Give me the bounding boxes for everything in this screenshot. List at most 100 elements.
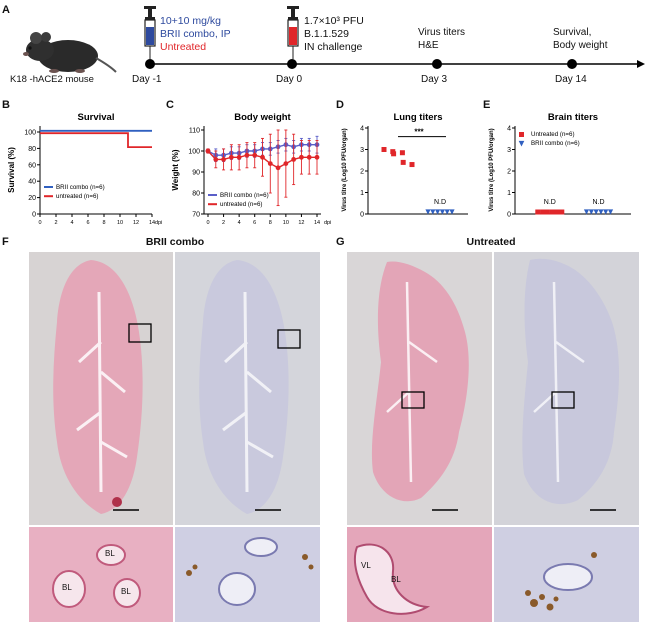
data-point <box>283 161 289 166</box>
data-point <box>252 152 258 158</box>
tissue-label-bl: BL <box>105 549 115 558</box>
data-point <box>260 154 265 160</box>
x-tick-label: 14 <box>314 220 320 226</box>
y-tick-label: 70 <box>192 212 200 219</box>
x-tick-label: 6 <box>253 220 256 226</box>
panel-letter-b: B <box>2 99 10 111</box>
x-tick-label: 8 <box>102 220 105 226</box>
data-point <box>544 209 550 215</box>
day-label: Day 14 <box>555 74 587 85</box>
significance-label: *** <box>414 128 424 137</box>
data-point <box>299 154 304 160</box>
micrograph-he-brii <box>29 252 173 525</box>
tissue-label-bl: BL <box>121 587 131 596</box>
data-point <box>213 157 219 162</box>
y-tick-label: 0 <box>507 212 511 219</box>
day14-text: Survival, Body weight <box>553 26 607 52</box>
syringe-blue-icon <box>144 6 156 59</box>
survival-chart: Survival 0 20 40 60 80 100 0 2 4 6 8 10 12 14 dpi Surviv… <box>7 112 162 226</box>
series-line <box>40 132 152 149</box>
x-axis-unit: dpi <box>324 220 331 226</box>
lung-titers-chart: Lung titers 0 1 2 3 4 Virus titre (Log10 PFU/o… <box>342 112 468 219</box>
inset-ihc-untreated <box>494 527 639 622</box>
data-point <box>439 209 445 215</box>
data-point <box>409 162 415 168</box>
data-point <box>267 161 273 166</box>
x-tick-label: 8 <box>269 220 272 226</box>
chart-title: Body weight <box>234 112 291 123</box>
data-point <box>399 150 405 156</box>
chart-title: Survival <box>78 112 115 123</box>
day3-line1: Virus titers <box>418 27 466 38</box>
data-point <box>391 151 397 157</box>
y-tick-label: 4 <box>507 126 511 133</box>
y-axis-label: Virus titre (Log10 PFU/organ) <box>489 128 495 211</box>
chart-title: Lung titers <box>393 112 442 123</box>
legend-label: untreated (n=6) <box>56 193 98 200</box>
y-axis-label: Virus titre (Log10 PFU/organ) <box>342 128 348 211</box>
y-tick-label: 80 <box>28 146 36 153</box>
data-point <box>381 147 387 152</box>
data-point <box>603 209 609 215</box>
challenge-strain: B.1.1.529 <box>304 28 349 40</box>
inset-he-untreated: VL BL <box>347 527 492 622</box>
y-tick-label: 80 <box>192 191 200 198</box>
panel-g-title: Untreated <box>466 236 516 248</box>
panel-letter-e: E <box>483 99 491 111</box>
body-weight-chart: Body weight 70 80 90 100 110 0 2 4 6 8 10 12 14 dpi Wei… <box>171 112 331 226</box>
data-point <box>444 209 450 215</box>
legend-marker <box>519 132 524 137</box>
y-tick-label: 100 <box>24 130 36 137</box>
data-point <box>540 209 546 215</box>
data-point <box>425 209 431 215</box>
legend-label: untreated (n=6) <box>220 201 262 208</box>
y-tick-label: 4 <box>360 126 364 133</box>
y-tick-label: 40 <box>28 179 36 186</box>
y-tick-label: 110 <box>189 128 200 135</box>
treatment-drug: BRII combo, IP <box>160 28 231 40</box>
x-tick-label: 4 <box>238 220 241 226</box>
micrograph-he-untreated <box>347 252 492 525</box>
challenge-text: 1.7×10³ PFU B.1.1.529 IN challenge <box>304 15 364 54</box>
x-tick-label: 10 <box>283 220 289 226</box>
data-point <box>588 209 594 215</box>
tissue-label-vl: VL <box>361 561 371 570</box>
nd-label: N.D <box>592 199 604 206</box>
data-point <box>549 209 555 215</box>
data-point <box>228 154 234 160</box>
data-point <box>291 157 297 162</box>
challenge-route: IN challenge <box>304 41 363 53</box>
panel-letter-f: F <box>2 236 9 248</box>
x-tick-label: 2 <box>222 220 225 226</box>
mouse-label: K18 -hACE2 mouse <box>10 74 94 85</box>
y-tick-label: 20 <box>28 195 36 202</box>
data-point <box>275 165 281 171</box>
x-tick-label: 4 <box>70 220 73 226</box>
y-tick-label: 1 <box>507 190 511 197</box>
chart-title: Brain titers <box>548 112 598 123</box>
y-axis-label: Survival (%) <box>7 147 16 193</box>
data-point <box>598 209 604 215</box>
day3-line2: H&E <box>418 40 439 51</box>
y-tick-label: 3 <box>360 147 364 154</box>
data-point <box>221 157 226 162</box>
panel-letter-g: G <box>336 236 345 248</box>
data-point <box>554 209 560 215</box>
y-tick-label: 0 <box>32 212 36 219</box>
tissue-label-bl: BL <box>62 583 72 592</box>
day14-line1: Survival, <box>553 27 592 38</box>
legend-marker <box>518 140 525 147</box>
day14-line2: Body weight <box>553 40 608 51</box>
y-tick-label: 3 <box>507 147 511 154</box>
y-tick-label: 90 <box>192 170 200 177</box>
legend-label: BRII combo (n=6) <box>531 140 580 147</box>
x-tick-label: 12 <box>133 220 139 226</box>
data-point <box>430 209 436 215</box>
y-tick-label: 2 <box>507 169 511 176</box>
x-tick-label: 14 <box>149 220 155 226</box>
brain-titers-chart: Brain titers 0 1 2 3 4 Virus titre (Log10 PFU/… <box>489 112 631 219</box>
data-point <box>244 152 250 158</box>
y-tick-label: 60 <box>28 162 36 169</box>
x-tick-label: 2 <box>54 220 57 226</box>
day-label: Day 0 <box>276 74 303 85</box>
